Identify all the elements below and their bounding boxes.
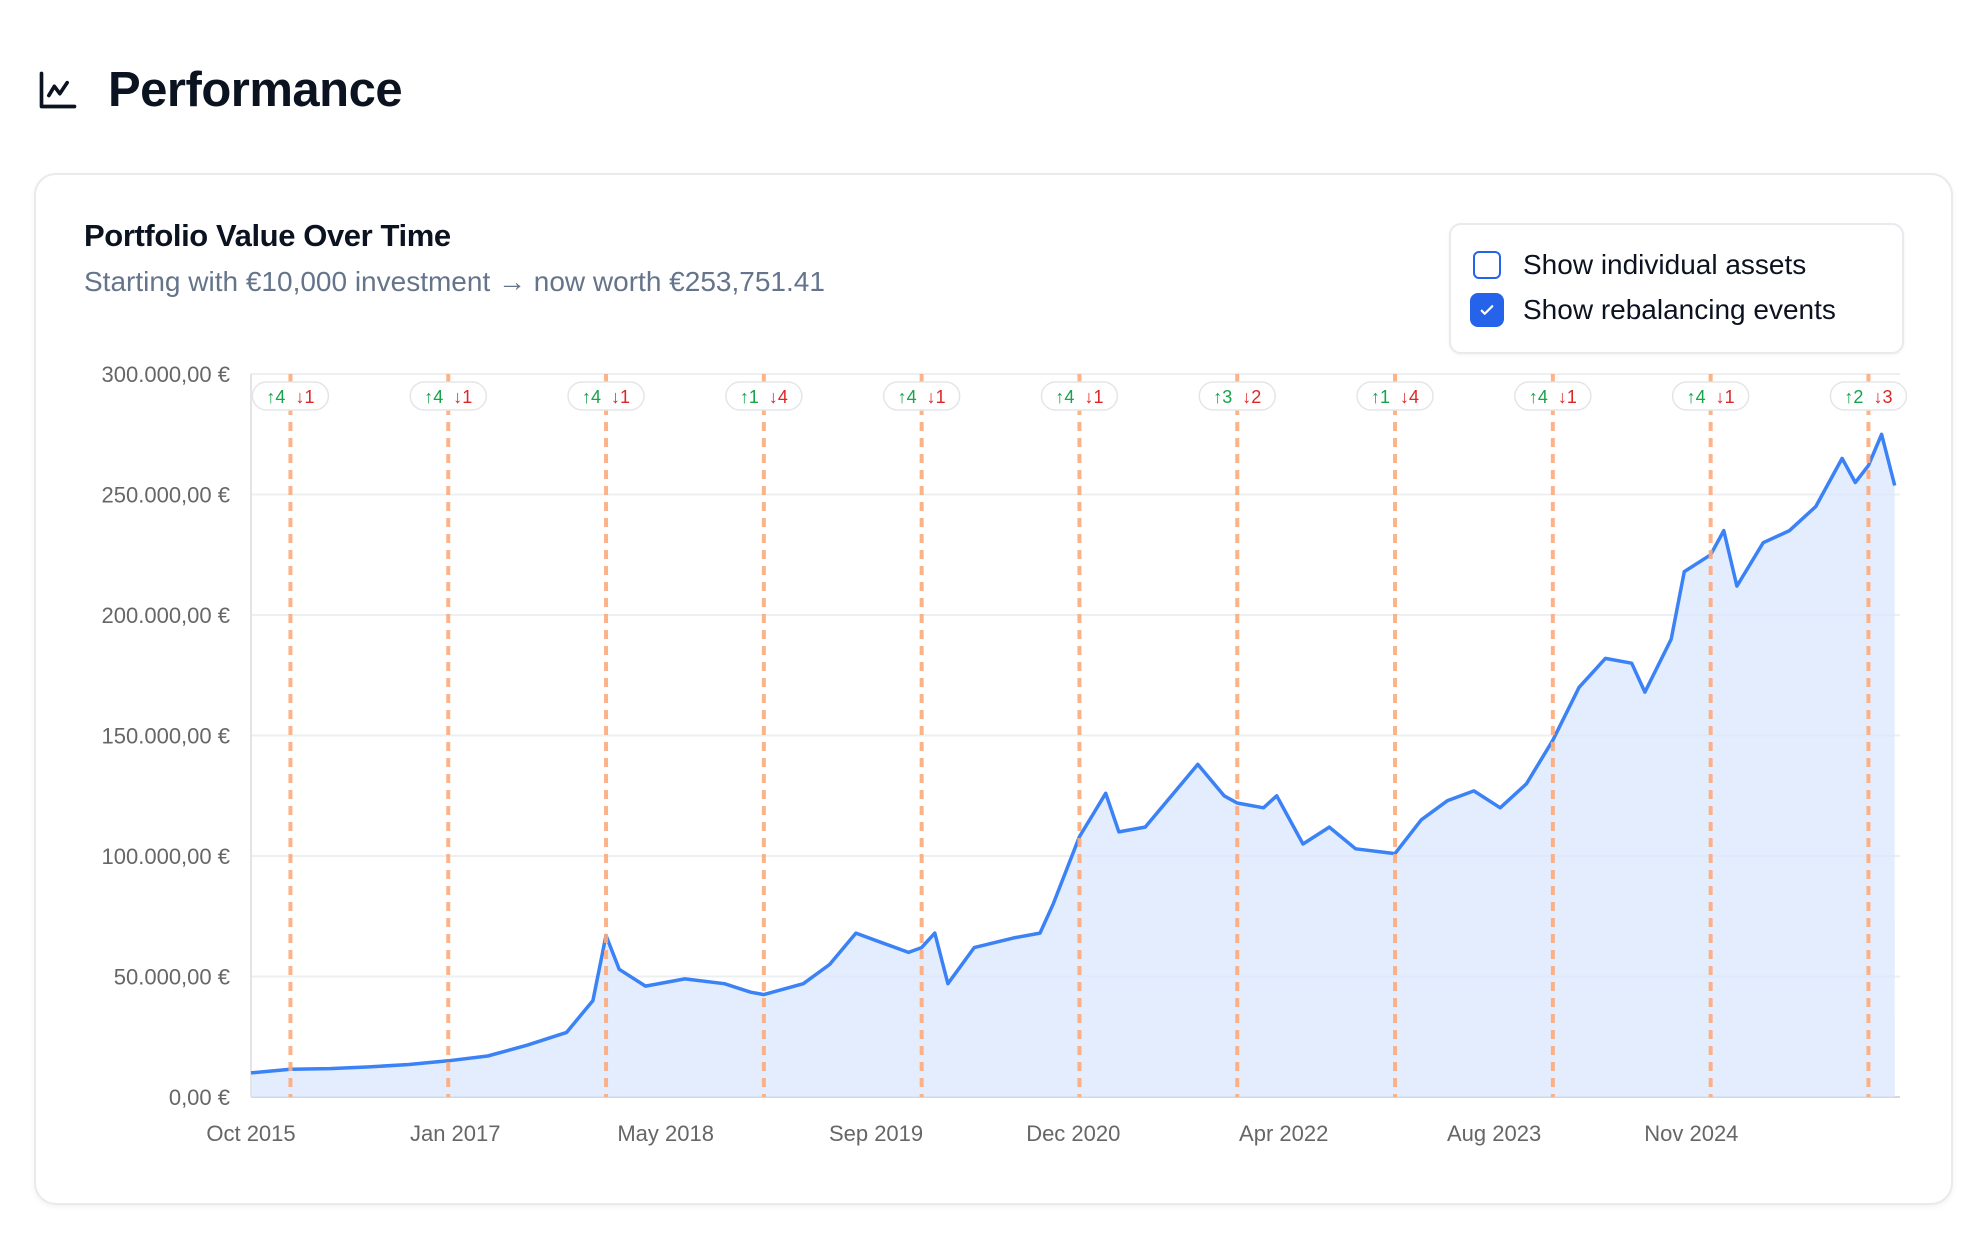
- rebalancing-event-badge: ↑4 ↓1: [251, 381, 330, 411]
- x-tick-label: Nov 2024: [1644, 1121, 1738, 1146]
- badge-background: [882, 381, 961, 411]
- show-rebalancing-events-option[interactable]: Show rebalancing events: [1470, 293, 1836, 327]
- badge-up-count: ↑2: [1844, 387, 1863, 407]
- rebalancing-event-badge: ↑4 ↓1: [567, 381, 645, 411]
- chart-options: Show individual assets Show rebalancing …: [1449, 223, 1904, 354]
- badge-up-count: ↑1: [1371, 387, 1390, 407]
- badge-up-count: ↑3: [1213, 387, 1232, 407]
- rebalancing-event-badge: ↑4 ↓1: [409, 381, 487, 411]
- x-tick-label: Apr 2022: [1239, 1121, 1328, 1146]
- rebalancing-event-badge: ↑3 ↓2: [1198, 381, 1276, 411]
- badge-up-count: ↑4: [1687, 387, 1706, 407]
- page-header: Performance: [36, 62, 403, 118]
- badge-background: [1198, 381, 1276, 411]
- rebalancing-event-badge: ↑4 ↓1: [1671, 381, 1750, 411]
- rebalancing-event-badge: ↑4 ↓1: [882, 381, 961, 411]
- option-label: Show rebalancing events: [1523, 294, 1836, 325]
- y-tick-label: 100.000,00 €: [102, 844, 230, 869]
- rebalancing-event-badge: ↑4 ↓1: [1514, 381, 1592, 411]
- show-rebalancing-events-checkbox[interactable]: [1470, 293, 1504, 327]
- badge-down-count: ↓1: [927, 387, 946, 407]
- badge-down-count: ↓1: [1558, 387, 1577, 407]
- rebalancing-event-badge: ↑1 ↓4: [725, 381, 803, 411]
- y-tick-label: 0,00 €: [169, 1085, 230, 1110]
- y-tick-label: 300.000,00 €: [102, 362, 230, 387]
- badge-background: [1040, 381, 1119, 411]
- badge-background: [1514, 381, 1592, 411]
- badge-up-count: ↑1: [740, 387, 759, 407]
- badge-up-count: ↑4: [1529, 387, 1548, 407]
- y-tick-label: 50.000,00 €: [114, 965, 230, 990]
- badge-background: [1829, 381, 1908, 411]
- rebalancing-event-badge: ↑2 ↓3: [1829, 381, 1908, 411]
- badge-down-count: ↓1: [611, 387, 630, 407]
- badge-down-count: ↓2: [1242, 387, 1261, 407]
- badge-down-count: ↓4: [769, 387, 788, 407]
- badge-down-count: ↓1: [1084, 387, 1103, 407]
- x-tick-label: Aug 2023: [1447, 1121, 1541, 1146]
- show-individual-assets-option[interactable]: Show individual assets: [1473, 249, 1806, 281]
- badge-down-count: ↓1: [1716, 387, 1735, 407]
- x-tick-label: Oct 2015: [206, 1121, 295, 1146]
- badge-up-count: ↑4: [266, 387, 285, 407]
- x-tick-label: Sep 2019: [829, 1121, 923, 1146]
- check-icon: [1480, 305, 1494, 315]
- rebalancing-event-badge: ↑1 ↓4: [1356, 381, 1434, 411]
- badge-up-count: ↑4: [1055, 387, 1074, 407]
- chart-title: Portfolio Value Over Time: [84, 218, 451, 253]
- badge-down-count: ↓1: [453, 387, 472, 407]
- badge-background: [725, 381, 803, 411]
- x-tick-label: Jan 2017: [410, 1121, 501, 1146]
- badge-up-count: ↑4: [582, 387, 601, 407]
- show-individual-assets-checkbox[interactable]: [1473, 251, 1501, 279]
- badge-up-count: ↑4: [898, 387, 917, 407]
- y-tick-label: 200.000,00 €: [102, 603, 230, 628]
- badge-background: [1356, 381, 1434, 411]
- rebalancing-event-badge: ↑4 ↓1: [1040, 381, 1119, 411]
- badge-up-count: ↑4: [424, 387, 443, 407]
- x-tick-label: May 2018: [617, 1121, 714, 1146]
- badge-background: [251, 381, 330, 411]
- badge-down-count: ↓4: [1400, 387, 1419, 407]
- portfolio-area: [251, 434, 1895, 1097]
- chart-subtitle: Starting with €10,000 investment → now w…: [84, 266, 825, 297]
- badge-background: [567, 381, 645, 411]
- line-chart-icon: [39, 71, 77, 109]
- option-label: Show individual assets: [1523, 249, 1807, 280]
- badge-background: [1671, 381, 1750, 411]
- y-tick-label: 150.000,00 €: [102, 724, 230, 749]
- y-tick-label: 250.000,00 €: [102, 483, 230, 508]
- badge-down-count: ↓3: [1873, 387, 1892, 407]
- badge-down-count: ↓1: [295, 387, 314, 407]
- x-tick-label: Dec 2020: [1026, 1121, 1120, 1146]
- page-title: Performance: [108, 63, 403, 117]
- badge-background: [409, 381, 487, 411]
